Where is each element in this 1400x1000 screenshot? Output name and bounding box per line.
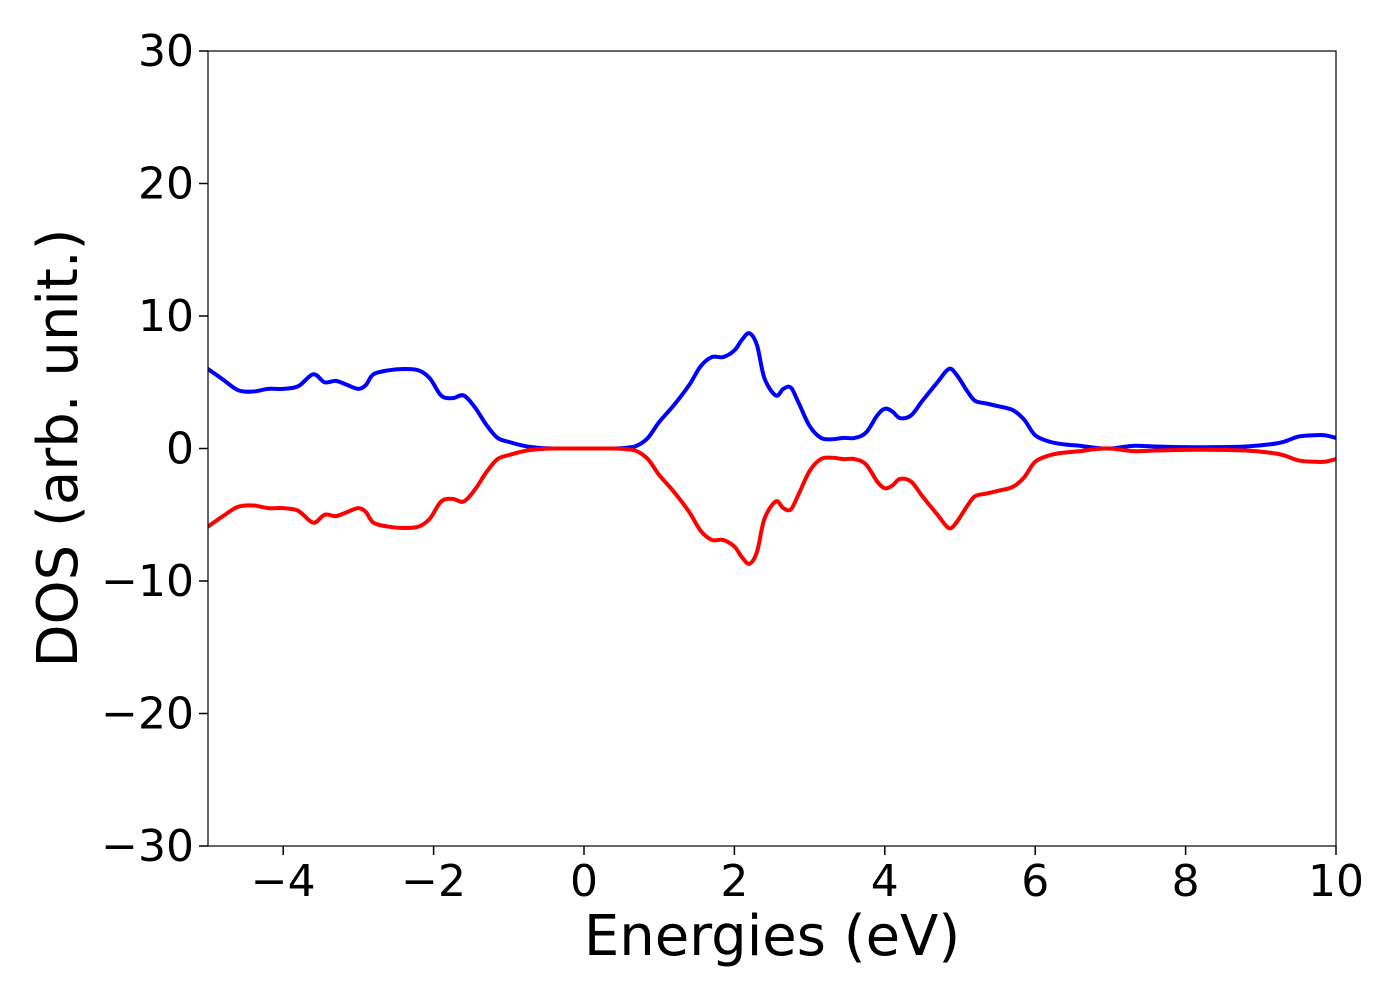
series-line-red [208,446,1336,566]
x-axis-title: Energies (eV) [584,904,960,969]
y-tick-label: 20 [138,159,194,210]
x-tick-label: 10 [1308,856,1364,907]
x-tick-label: −2 [401,856,466,907]
y-axis-title: DOS (arb. unit.) [26,228,91,667]
series-layer [208,331,1336,566]
y-tick-label: 30 [138,26,194,77]
x-tick-label: 2 [720,856,748,907]
x-tick-label: 6 [1021,856,1049,907]
x-tick-label: 0 [570,856,598,907]
y-tick-label: −10 [101,556,194,607]
y-tick-label: −30 [101,821,194,872]
y-tick-label: 10 [138,291,194,342]
x-tick-label: −4 [251,856,316,907]
x-tick-label: 4 [871,856,899,907]
x-tick-label: 8 [1172,856,1200,907]
y-tick-label: −20 [101,689,194,740]
x-axis-ticks: −4 −2 0 2 4 6 8 10 [251,846,1364,907]
y-tick-label: 0 [166,424,194,475]
series-line-blue [208,331,1336,451]
y-axis-ticks: −30 −20 −10 0 10 20 30 [101,26,208,872]
